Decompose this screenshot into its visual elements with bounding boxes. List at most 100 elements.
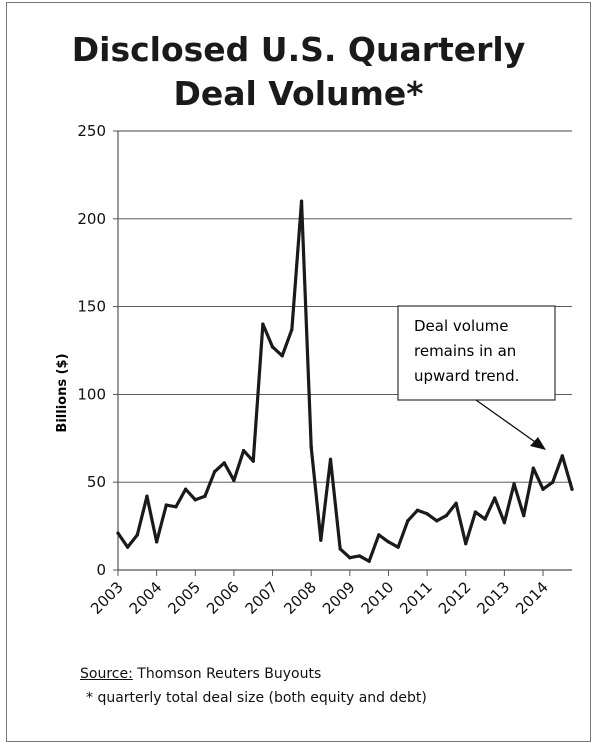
- series-segment-2004Q1: [155, 503, 168, 544]
- series-segment-2010Q1: [386, 540, 400, 549]
- source-text: Thomson Reuters Buyouts: [132, 666, 322, 682]
- y-tick-label: 0: [96, 561, 106, 579]
- series-segment-2009Q1: [348, 554, 362, 560]
- data-point-2003Q1: [116, 531, 120, 535]
- data-point-2004Q4: [184, 487, 188, 491]
- data-point-2006Q4: [261, 322, 265, 326]
- series-segment-2013Q2: [512, 482, 526, 518]
- data-point-2007Q3: [290, 327, 294, 332]
- series-segment-2014Q1: [541, 480, 555, 491]
- data-point-2005Q4: [222, 461, 226, 465]
- data-point-2014Q4: [570, 487, 574, 491]
- data-point-2014Q2: [551, 480, 555, 484]
- series-segment-2012Q2: [473, 510, 487, 521]
- series-segment-2010Q3: [406, 508, 420, 523]
- data-point-2008Q1: [309, 445, 313, 449]
- series-segment-2008Q3: [328, 457, 342, 551]
- data-point-2010Q4: [415, 508, 420, 512]
- data-point-2011Q1: [425, 512, 429, 516]
- annotation-arrowhead: [530, 437, 546, 450]
- y-tick-label: 100: [77, 385, 106, 403]
- series-segment-2003Q2: [126, 533, 139, 549]
- data-point-2003Q3: [135, 533, 139, 537]
- y-tick-label: 150: [77, 298, 106, 316]
- series-segment-2006Q1: [232, 448, 246, 483]
- x-tick-label: 2008: [280, 578, 320, 618]
- annotation-line-3: upward trend.: [414, 367, 519, 385]
- data-point-2009Q2: [357, 554, 362, 558]
- data-point-2004Q1: [155, 540, 159, 544]
- data-point-2005Q1: [193, 498, 197, 502]
- data-point-2012Q3: [483, 517, 487, 521]
- data-point-2014Q3: [560, 454, 564, 458]
- data-point-2005Q2: [203, 494, 207, 498]
- data-point-2004Q2: [164, 503, 168, 507]
- annotation-line-1: Deal volume: [414, 317, 508, 335]
- data-point-2007Q1: [270, 345, 275, 349]
- data-point-2012Q4: [493, 496, 497, 500]
- source-note: Source: Thomson Reuters Buyouts: [80, 666, 321, 682]
- data-point-2003Q2: [126, 545, 130, 549]
- data-point-2009Q4: [377, 533, 381, 537]
- x-tick-label: 2004: [126, 578, 166, 618]
- annotation-arrow-line: [475, 399, 539, 445]
- chart-title-line-2: Deal Volume*: [173, 74, 424, 113]
- data-point-2007Q2: [280, 354, 284, 358]
- data-point-2009Q3: [367, 559, 371, 563]
- x-tick-label: 2011: [396, 578, 436, 618]
- data-point-2005Q3: [212, 470, 217, 474]
- series-segment-2012Q3: [483, 496, 497, 521]
- series-segment-2013Q3: [522, 466, 535, 518]
- series-segment-2009Q2: [357, 554, 371, 563]
- series-segment-2011Q2: [435, 513, 449, 523]
- chart-title: Disclosed U.S. Quarterly Deal Volume*: [0, 28, 597, 116]
- series-segment-2014Q3: [560, 454, 574, 491]
- series-segment-2012Q4: [493, 496, 506, 525]
- series-segment-2004Q3: [174, 487, 188, 509]
- data-point-2008Q2: [319, 538, 323, 542]
- data-point-2012Q2: [473, 510, 478, 514]
- series-segment-2005Q2: [203, 470, 217, 498]
- x-tick-label: 2006: [203, 578, 243, 618]
- data-point-2012Q1: [464, 542, 468, 546]
- annotation-line-2: remains in an: [414, 342, 516, 360]
- data-point-2011Q2: [435, 519, 439, 523]
- series-segment-2005Q1: [193, 494, 207, 502]
- series-segment-2005Q4: [222, 461, 236, 483]
- series-segment-2005Q3: [212, 461, 226, 474]
- series-segment-2013Q4: [531, 466, 545, 491]
- data-point-2006Q2: [241, 448, 246, 453]
- data-point-2008Q3: [328, 457, 333, 461]
- chart-frame: [6, 2, 591, 742]
- series-segment-2004Q4: [184, 487, 197, 502]
- series-segment-2013Q1: [502, 482, 516, 525]
- series-segment-2007Q2: [280, 327, 294, 358]
- series-segment-2014Q2: [551, 454, 564, 484]
- y-axis-label: Billions ($): [55, 353, 70, 432]
- series-segment-2009Q3: [367, 533, 381, 563]
- series-segment-2011Q3: [444, 501, 458, 518]
- x-tick-label: 2005: [164, 578, 204, 618]
- data-point-2003Q4: [145, 494, 149, 498]
- x-tick-label: 2014: [512, 578, 552, 618]
- series-segment-2007Q1: [270, 345, 284, 358]
- source-label: Source:: [80, 666, 133, 682]
- data-point-2013Q1: [502, 520, 506, 525]
- series-segment-2009Q4: [377, 533, 391, 544]
- x-tick-label: 2003: [87, 578, 127, 618]
- y-tick-label: 200: [77, 210, 106, 228]
- data-point-2014Q1: [541, 487, 545, 491]
- series-segment-2010Q4: [415, 508, 429, 516]
- data-point-2006Q3: [251, 459, 255, 463]
- x-tick-label: 2010: [358, 578, 398, 618]
- data-point-2011Q3: [444, 513, 449, 518]
- data-point-2010Q2: [396, 545, 400, 549]
- x-tick-label: 2012: [435, 578, 475, 618]
- data-point-2008Q4: [338, 547, 342, 551]
- series-segment-2008Q2: [319, 457, 333, 542]
- series-segment-2010Q2: [396, 519, 410, 549]
- series-segment-2006Q4: [261, 322, 275, 349]
- series-segment-2006Q3: [251, 322, 265, 463]
- y-tick-label: 50: [87, 473, 106, 491]
